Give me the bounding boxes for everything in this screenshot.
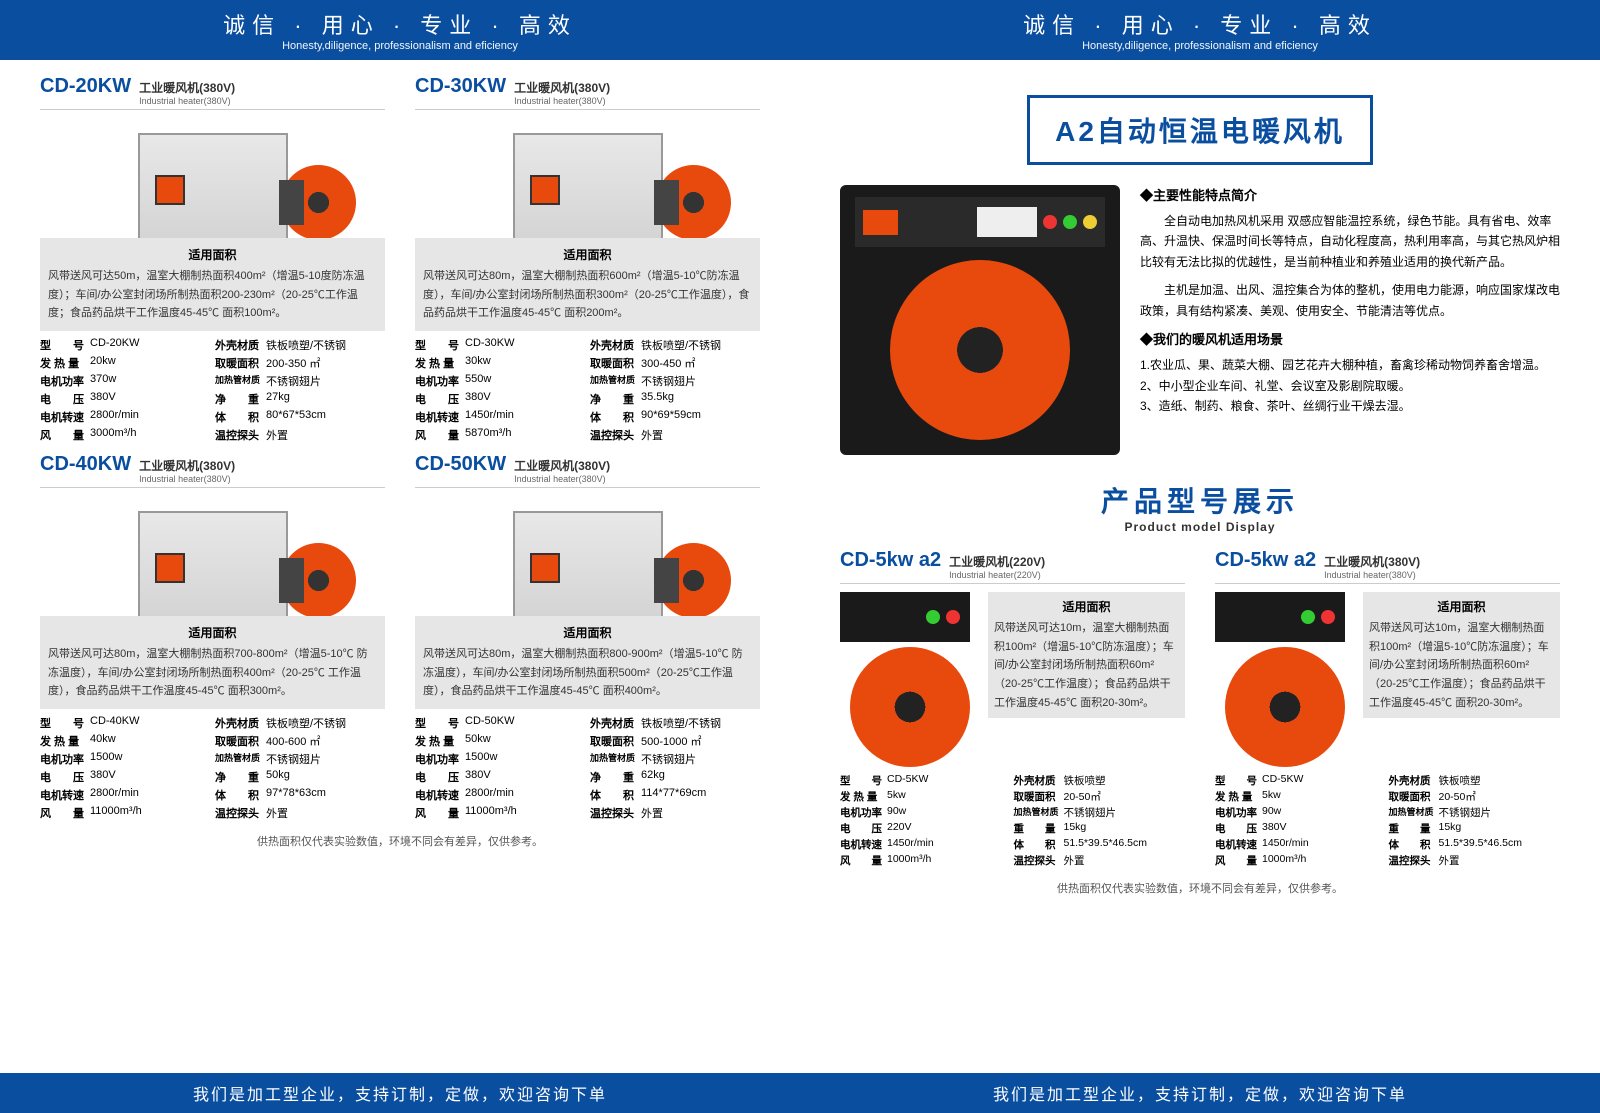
desc-box: 适用面积 风带送风可达50m，温室大棚制热面积400m²（增温5-10度防冻温度…	[40, 238, 385, 331]
desc-box: 适用面积 风带送风可达80m，温室大棚制热面积600m²（增温5-10℃防冻温度…	[415, 238, 760, 331]
left-page: 诚信 · 用心 · 专业 · 高效 Honesty,diligence, pro…	[0, 0, 800, 1113]
product-code: CD-40KW	[40, 453, 131, 476]
product-card: CD-5kw a2 工业暖风机(380V)Industrial heater(3…	[1215, 549, 1560, 868]
right-page: 诚信 · 用心 · 专业 · 高效 Honesty,diligence, pro…	[800, 0, 1600, 1113]
desc-box: 适用面积 风带送风可达10m，温室大棚制热面积100m²（增温5-10℃防冻温度…	[1363, 592, 1560, 718]
product-code: CD-50KW	[415, 453, 506, 476]
product-code: CD-5kw a2	[840, 549, 941, 572]
foot-note: 供热面积仅代表实验数值，环境不同会有差异，仅供参考。	[40, 833, 760, 849]
desc-box: 适用面积 风带送风可达10m，温室大棚制热面积100m²（增温5-10℃防冻温度…	[988, 592, 1185, 718]
header: 诚信 · 用心 · 专业 · 高效 Honesty,diligence, pro…	[800, 0, 1600, 60]
desc-box: 适用面积 风带送风可达80m，温室大棚制热面积800-900m²（增温5-10℃…	[415, 616, 760, 709]
header: 诚信 · 用心 · 专业 · 高效 Honesty,diligence, pro…	[0, 0, 800, 60]
product-card: CD-50KW 工业暖风机(380V)Industrial heater(380…	[415, 453, 760, 821]
section-title: 产品型号展示 Product model Display	[840, 480, 1560, 534]
product-image	[840, 185, 1120, 455]
product-card: CD-40KW 工业暖风机(380V)Industrial heater(380…	[40, 453, 385, 821]
header-en: Honesty,diligence, professionalism and e…	[282, 40, 518, 52]
footer: 我们是加工型企业，支持订制，定做，欢迎咨询下单	[0, 1073, 800, 1113]
desc-box: 适用面积 风带送风可达80m，温室大棚制热面积700-800m²（增温5-10℃…	[40, 616, 385, 709]
header-cn: 诚信 · 用心 · 专业 · 高效	[223, 8, 577, 40]
product-card: CD-5kw a2 工业暖风机(220V)Industrial heater(2…	[840, 549, 1185, 868]
intro-text: ◆主要性能特点简介 全自动电加热风机采用 双感应智能温控系统，绿色节能。具有省电…	[1140, 185, 1560, 455]
product-card: CD-20KW 工业暖风机(380V)Industrial heater(380…	[40, 75, 385, 443]
title-box: A2自动恒温电暖风机	[1027, 95, 1373, 165]
product-card: CD-30KW 工业暖风机(380V)Industrial heater(380…	[415, 75, 760, 443]
product-image	[1215, 592, 1355, 767]
product-code: CD-20KW	[40, 75, 131, 98]
product-code: CD-5kw a2	[1215, 549, 1316, 572]
product-image	[840, 592, 980, 767]
product-code: CD-30KW	[415, 75, 506, 98]
